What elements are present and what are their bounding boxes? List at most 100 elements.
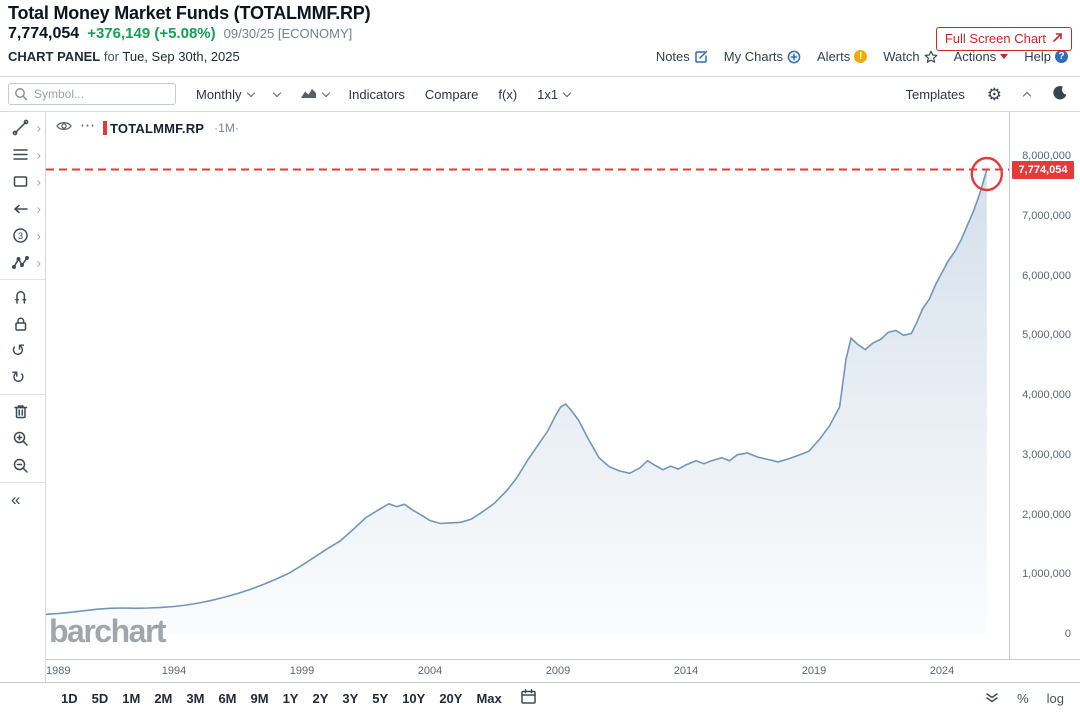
trash-icon (14, 405, 28, 419)
my-charts-link[interactable]: My Charts (724, 49, 801, 64)
range-max-button[interactable]: Max (470, 688, 507, 709)
bar-style-dropdown[interactable] (272, 88, 281, 97)
full-screen-chart-button[interactable]: Full Screen Chart (935, 27, 1072, 51)
circle-plus-icon (787, 50, 801, 64)
y-axis-label: 1,000,000 (1022, 568, 1071, 581)
zoom-in-button[interactable] (0, 427, 45, 451)
range-1m-button[interactable]: 1M (116, 688, 146, 709)
alerts-link[interactable]: Alerts ! (817, 49, 868, 64)
quote-date: 09/30/25 [ECONOMY] (223, 26, 353, 41)
expand-panel-button[interactable] (985, 691, 999, 706)
range-2m-button[interactable]: 2M (148, 688, 178, 709)
range-1d-button[interactable]: 1D (55, 688, 84, 709)
elliott-wave-tool-button[interactable]: 3 › (0, 224, 45, 248)
y-axis-label: 2,000,000 (1022, 508, 1071, 521)
chevron-right-icon: › (36, 255, 41, 270)
collapse-sidebar-button[interactable]: « (0, 488, 45, 512)
y-axis-label: 3,000,000 (1022, 448, 1071, 461)
collapse-toolbar-button[interactable] (1022, 90, 1032, 100)
x-axis-label: 1989 (46, 665, 71, 677)
header: Total Money Market Funds (TOTALMMF.RP) 7… (0, 0, 1080, 77)
notes-icon (694, 50, 708, 64)
horizontal-lines-icon (13, 149, 28, 160)
frequency-dropdown[interactable]: Monthly (196, 87, 255, 102)
chevron-right-icon: › (36, 228, 41, 243)
chevron-down-icon (272, 88, 281, 97)
range-3m-button[interactable]: 3M (180, 688, 210, 709)
moon-icon (1052, 85, 1068, 104)
layout-dropdown[interactable]: 1x1 (537, 87, 572, 102)
calendar-icon (521, 689, 536, 704)
watch-link[interactable]: Watch (883, 49, 938, 64)
symbol-search (8, 83, 176, 105)
percent-scale-button[interactable]: % (1017, 690, 1029, 706)
y-axis[interactable]: 7,774,054 8,000,000 7,000,000 6,000,000 5,0… (1009, 112, 1080, 659)
actions-caret-icon (1000, 54, 1009, 59)
chart-plot[interactable] (46, 112, 1009, 659)
range-10y-button[interactable]: 10Y (396, 688, 431, 709)
shapes-tool-button[interactable]: › (0, 170, 45, 194)
calendar-button[interactable] (518, 686, 539, 710)
svg-text:3: 3 (18, 231, 23, 241)
y-axis-label: 5,000,000 (1022, 329, 1071, 342)
watch-star-icon (924, 50, 938, 64)
annotation-circle[interactable] (970, 156, 1003, 192)
range-2y-button[interactable]: 2Y (306, 688, 334, 709)
range-1y-button[interactable]: 1Y (277, 688, 305, 709)
delete-drawings-button[interactable] (0, 400, 45, 424)
magnet-icon (15, 291, 27, 304)
series-line (46, 169, 988, 616)
log-scale-button[interactable]: log (1046, 690, 1064, 706)
chart-type-dropdown[interactable] (300, 86, 330, 102)
legend-menu-dots-icon[interactable]: ⋯ (80, 117, 95, 134)
redo-button[interactable]: ↻ (0, 366, 45, 390)
trend-line-tool-button[interactable]: › (0, 116, 45, 140)
y-axis-label: 4,000,000 (1022, 389, 1071, 401)
last-price-tag: 7,774,054 (1012, 160, 1074, 179)
lock-icon (15, 317, 27, 331)
alert-badge-icon: ! (854, 50, 868, 63)
undo-button[interactable]: ↺ (0, 339, 45, 363)
chart-area: ⋯ TOTALMMF.RP ·1M· 7,774,054 8,000,000 7,… (46, 112, 1080, 682)
arrow-tool-button[interactable]: › (0, 197, 45, 221)
y-axis-label: 8,000,000 (1022, 150, 1071, 162)
legend-interval: ·1M· (214, 121, 239, 135)
zoom-in-icon (13, 431, 28, 446)
indicators-button[interactable]: Indicators (348, 86, 405, 102)
actions-dropdown[interactable]: Actions (954, 49, 1009, 64)
dark-mode-toggle[interactable] (1052, 85, 1068, 104)
templates-button[interactable]: Templates (905, 86, 965, 102)
lock-button[interactable] (0, 312, 45, 336)
x-axis[interactable]: 1989 1994 1999 2004 2009 2014 2019 2024 (46, 660, 1009, 682)
fibonacci-tool-button[interactable]: › (0, 143, 45, 167)
zoom-out-icon (13, 458, 28, 473)
double-chevron-down-icon (986, 692, 998, 702)
settings-gear-button[interactable]: ⚙ (987, 86, 1002, 103)
notes-link[interactable]: Notes (656, 49, 708, 64)
x-axis-label: 2024 (929, 665, 955, 677)
x-axis-line (46, 659, 1080, 660)
search-icon (14, 87, 28, 104)
chevron-right-icon: › (36, 120, 41, 135)
x-axis-label: 2004 (417, 665, 443, 677)
magnet-button[interactable] (0, 285, 45, 309)
fx-button[interactable]: f(x) (498, 86, 518, 102)
zigzag-pattern-icon (12, 256, 29, 269)
compare-button[interactable]: Compare (424, 86, 479, 102)
pattern-tool-button[interactable]: › (0, 251, 45, 275)
range-3y-button[interactable]: 3Y (336, 688, 364, 709)
symbol-search-input[interactable] (8, 83, 176, 105)
zoom-out-button[interactable] (0, 454, 45, 478)
help-link[interactable]: Help ? (1024, 49, 1068, 64)
page-title: Total Money Market Funds (TOTALMMF.RP) (8, 3, 371, 23)
range-5d-button[interactable]: 5D (86, 688, 115, 709)
visibility-eye-icon[interactable] (56, 119, 72, 137)
range-6m-button[interactable]: 6M (212, 688, 242, 709)
chevron-right-icon: › (36, 147, 41, 162)
range-5y-button[interactable]: 5Y (366, 688, 394, 709)
gear-icon: ⚙ (986, 84, 1002, 104)
range-9m-button[interactable]: 9M (245, 688, 275, 709)
x-axis-label: 1999 (289, 665, 315, 677)
range-20y-button[interactable]: 20Y (433, 688, 468, 709)
